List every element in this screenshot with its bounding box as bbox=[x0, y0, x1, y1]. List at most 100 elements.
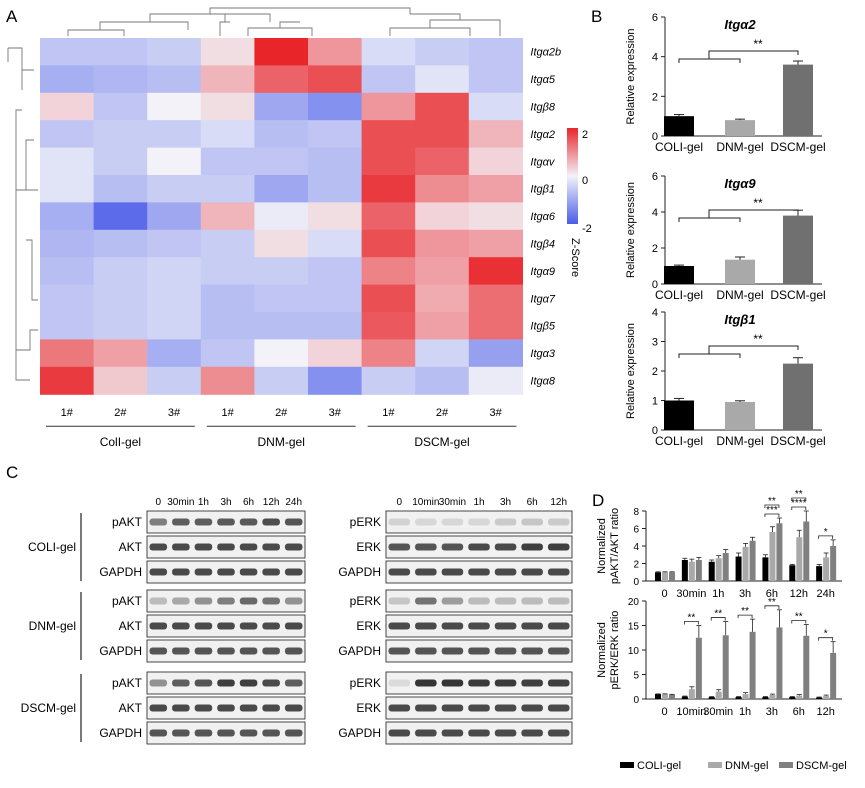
heatmap-cell bbox=[254, 175, 309, 203]
blot-row-label: ERK bbox=[356, 619, 381, 633]
blot-band bbox=[388, 704, 411, 712]
bar bbox=[789, 697, 796, 699]
blot-row-label: pAKT bbox=[112, 676, 143, 690]
panel-letter-c: C bbox=[6, 463, 18, 482]
bar bbox=[783, 64, 813, 136]
y-tick-label: 6 bbox=[652, 12, 658, 24]
heatmap-cell bbox=[415, 339, 470, 368]
heatmap-cell bbox=[93, 202, 148, 231]
blot-row-label: ERK bbox=[356, 701, 381, 715]
heatmap-cell bbox=[415, 65, 470, 94]
chart-title: Itgβ1 bbox=[724, 312, 755, 327]
significance-label: **** bbox=[791, 498, 807, 509]
heatmap-cell bbox=[361, 339, 416, 368]
blot-band bbox=[521, 518, 543, 526]
heatmap-cell bbox=[40, 175, 95, 203]
heatmap-cell bbox=[93, 257, 148, 286]
lane-time-label: 30min bbox=[439, 497, 466, 508]
heatmap-cell bbox=[468, 65, 523, 94]
blot-row-label: AKT bbox=[119, 540, 143, 554]
blot-band bbox=[388, 647, 411, 655]
blot-band bbox=[441, 622, 464, 630]
blot-band bbox=[415, 597, 437, 605]
heatmap-cell bbox=[468, 92, 523, 121]
heatmap-cell bbox=[254, 202, 309, 231]
row-label: Itgα7 bbox=[530, 293, 556, 305]
x-tick-label: COLI-gel bbox=[655, 288, 703, 302]
blot-row-label: GAPDH bbox=[99, 644, 142, 658]
bar bbox=[762, 557, 769, 581]
column-label: 1# bbox=[221, 407, 234, 419]
heatmap-cell bbox=[147, 92, 202, 121]
blot-band bbox=[468, 729, 490, 737]
y-tick-label: 0 bbox=[633, 695, 639, 706]
legend-label: DSCM-gel bbox=[796, 760, 847, 772]
blot-band bbox=[388, 622, 411, 630]
significance-label: ** bbox=[753, 196, 763, 210]
blot-band bbox=[415, 704, 437, 712]
y-tick-label: 4 bbox=[652, 207, 658, 219]
colorbar-tick: -2 bbox=[582, 223, 592, 235]
blot-band bbox=[521, 704, 543, 712]
blot-band bbox=[194, 518, 213, 526]
bar bbox=[796, 537, 803, 581]
lane-time-label: 3h bbox=[220, 497, 231, 508]
y-tick-label: 4 bbox=[633, 542, 639, 553]
blot-band bbox=[194, 597, 213, 605]
heatmap-cell bbox=[415, 284, 470, 313]
bar bbox=[735, 697, 742, 699]
blot-band bbox=[262, 704, 280, 712]
heatmap-cell bbox=[361, 38, 416, 66]
lane-time-label: 30min bbox=[167, 497, 194, 508]
blot-band bbox=[217, 518, 235, 526]
heatmap-cell bbox=[468, 38, 523, 66]
heatmap-cell bbox=[93, 38, 148, 66]
x-tick-label: 1h bbox=[739, 706, 751, 718]
blot-group-label: DSCM-gel bbox=[21, 701, 76, 715]
blot-band bbox=[217, 729, 235, 737]
heatmap-cell bbox=[415, 147, 470, 176]
bar bbox=[803, 521, 810, 581]
heatmap-cell bbox=[40, 202, 95, 231]
heatmap-cell bbox=[200, 312, 255, 340]
blot-band bbox=[441, 679, 464, 687]
heatmap-cell bbox=[200, 202, 255, 231]
blot-band bbox=[172, 622, 190, 630]
row-label: Itgαv bbox=[530, 156, 556, 168]
lane-time-label: 24h bbox=[285, 497, 302, 508]
heatmap-cell bbox=[415, 120, 470, 149]
blot-band bbox=[239, 518, 258, 526]
heatmap-cell bbox=[200, 175, 255, 203]
bar bbox=[669, 572, 675, 581]
blot-row-label: GAPDH bbox=[338, 726, 381, 740]
blot-band bbox=[494, 518, 517, 526]
bar bbox=[816, 566, 823, 581]
y-tick-label: 0 bbox=[652, 131, 658, 143]
bar bbox=[708, 697, 715, 699]
bar bbox=[783, 215, 813, 284]
heatmap-cell bbox=[254, 284, 309, 313]
heatmap-cell bbox=[40, 366, 95, 395]
blot-band bbox=[149, 597, 168, 605]
bar bbox=[830, 652, 837, 699]
lane-time-label: 3h bbox=[500, 497, 511, 508]
blot-strip bbox=[385, 510, 573, 534]
blot-band bbox=[194, 543, 213, 551]
heatmap-cell bbox=[308, 257, 363, 286]
heatmap-cell bbox=[308, 120, 363, 149]
column-label: 3# bbox=[489, 407, 502, 419]
heatmap-cell bbox=[308, 284, 363, 313]
heatmap-cell bbox=[361, 366, 416, 395]
bar bbox=[664, 116, 694, 136]
heatmap-cell bbox=[415, 175, 470, 203]
heatmap-cell bbox=[147, 284, 202, 313]
heatmap-cell bbox=[147, 38, 202, 66]
bar bbox=[796, 695, 803, 699]
bar bbox=[662, 694, 668, 699]
bar bbox=[742, 694, 749, 699]
bar bbox=[783, 363, 813, 430]
blot-row-label: pAKT bbox=[112, 594, 143, 608]
y-tick-label: 5 bbox=[633, 671, 639, 682]
heatmap-cell bbox=[40, 284, 95, 313]
